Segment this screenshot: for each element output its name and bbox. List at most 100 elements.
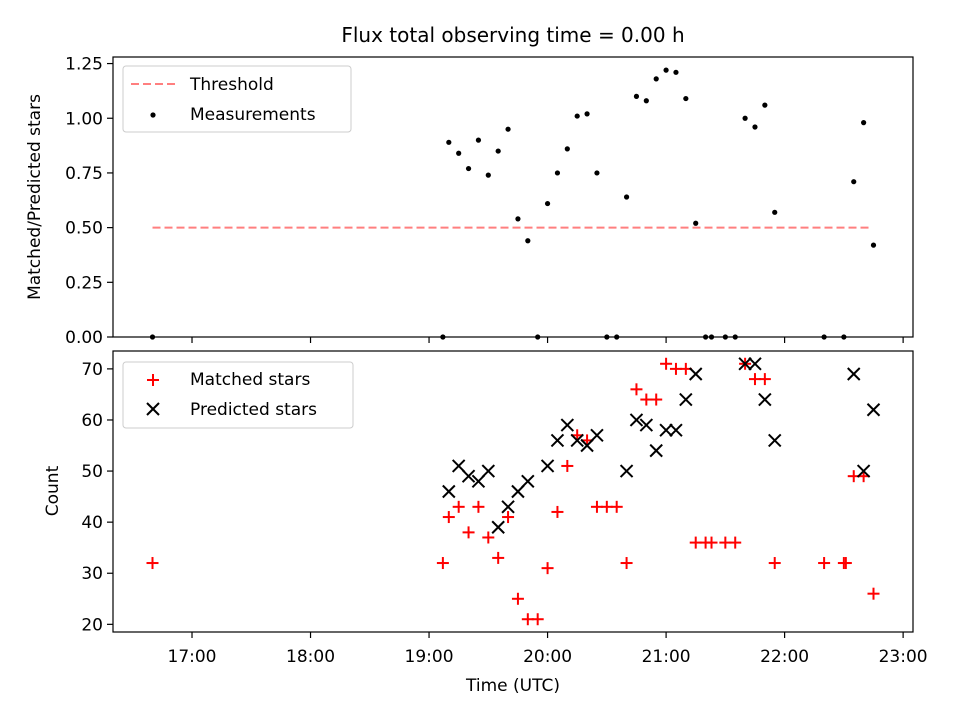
predicted-star-point <box>738 357 752 371</box>
matched-star-point <box>561 459 574 472</box>
matched-star-point <box>867 587 880 600</box>
matched-star-point <box>610 500 623 513</box>
x-tick-label: 18:00 <box>286 647 335 667</box>
measurement-point <box>594 170 600 176</box>
measurement-point <box>633 93 640 99</box>
matched-star-point <box>502 511 515 524</box>
measurement-point <box>544 200 551 207</box>
measurement-point <box>623 194 630 200</box>
bottom-panel: 20 30 40 50 60 70 17:00 18:00 19:00 20:00 21:00 22… <box>43 350 928 696</box>
top-axes-frame <box>112 56 914 338</box>
measurement-point <box>495 148 501 154</box>
predicted-star-point <box>521 474 535 488</box>
top-y-tick-label: 1.00 <box>65 109 103 129</box>
predicted-star-point <box>580 438 594 453</box>
predicted-star-point <box>560 418 575 432</box>
x-tick-label: 19:00 <box>405 647 454 667</box>
bottom-legend[interactable]: Matched stars Predicted stars <box>122 361 354 429</box>
top-y-tick-label: 1.25 <box>65 55 103 75</box>
predicted-star-point <box>866 403 881 417</box>
matched-star-point <box>492 551 505 564</box>
measurement-point <box>693 220 699 226</box>
measurement-point <box>762 102 768 108</box>
top-y-tick-label: 0.00 <box>65 328 103 348</box>
measurement-point <box>752 124 758 130</box>
predicted-star-point <box>768 433 782 448</box>
predicted-star-point <box>649 443 663 458</box>
measurement-point <box>485 172 491 178</box>
x-tick-label: 22:00 <box>760 647 809 667</box>
predicted-star-point <box>442 484 456 499</box>
predicted-star-point <box>689 367 703 381</box>
top-y-axis: 0.00 0.25 0.50 0.75 1.00 1.25 <box>65 55 113 348</box>
measurement-point <box>653 76 659 82</box>
measurement-point <box>554 170 561 176</box>
measurement-point <box>446 139 452 145</box>
predicted-star-point <box>669 423 683 437</box>
top-panel: 0.00 0.25 0.50 0.75 1.00 1.25 Matched/Predict… <box>25 55 914 348</box>
matched-star-point <box>660 357 673 370</box>
predicted-star-point <box>550 433 565 448</box>
predicted-star-point <box>570 433 584 448</box>
predicted-star-point <box>491 520 505 534</box>
predicted-star-point <box>758 392 772 407</box>
bottom-y-tick-label: 30 <box>81 564 103 584</box>
top-legend-frame <box>122 65 352 133</box>
matched-star-point <box>705 536 718 549</box>
matched-star-point <box>620 557 633 570</box>
measurement-point <box>673 69 679 75</box>
bottom-y-tick-label: 50 <box>81 462 103 482</box>
measurement-point <box>505 126 511 132</box>
matched-star-point <box>768 557 781 570</box>
x-tick-label: 21:00 <box>642 647 691 667</box>
legend-predicted-swatch <box>146 402 160 416</box>
bottom-y-tick-label: 60 <box>81 411 103 431</box>
top-y-tick-label: 0.75 <box>65 164 103 184</box>
x-tick-label: 23:00 <box>879 647 928 667</box>
x-tick-label: 20:00 <box>523 647 572 667</box>
predicted-star-point <box>511 484 525 499</box>
bottom-y-axis: 20 30 40 50 60 70 <box>81 360 113 635</box>
matched-star-point <box>472 500 485 513</box>
top-legend[interactable]: Threshold Measurements <box>122 65 352 133</box>
measurement-point <box>683 95 689 102</box>
matched-star-point <box>482 531 495 544</box>
predicted-star-point <box>481 464 496 478</box>
matched-star-point <box>541 562 554 575</box>
predicted-star-point <box>639 418 654 432</box>
matched-star-point <box>551 505 564 518</box>
legend-threshold-label: Threshold <box>189 75 274 95</box>
predicted-star-point <box>540 459 555 473</box>
matched-star-point <box>818 557 831 570</box>
legend-matched-swatch <box>147 374 159 386</box>
predicted-star-point <box>501 500 515 514</box>
top-y-tick-label: 0.25 <box>65 273 103 293</box>
measurement-point <box>861 120 867 126</box>
legend-predicted-label: Predicted stars <box>190 400 317 420</box>
measurement-point <box>515 216 521 222</box>
measurement-point <box>475 137 482 143</box>
measurement-point <box>851 179 857 185</box>
measurement-point <box>574 113 580 119</box>
matched-star-point <box>729 536 742 549</box>
top-x-axis <box>191 337 904 343</box>
measurement-point <box>742 115 748 121</box>
matched-star-point <box>650 393 663 406</box>
measurement-point <box>456 150 462 156</box>
predicted-star-point <box>847 367 861 381</box>
predicted-star-point <box>619 464 634 478</box>
bottom-y-tick-label: 20 <box>81 615 103 635</box>
bottom-legend-frame <box>122 361 354 429</box>
predicted-star-point <box>629 413 644 427</box>
matched-star-point <box>452 500 465 513</box>
bottom-x-axis: 17:00 18:00 19:00 20:00 21:00 22:00 23:00 <box>168 632 928 667</box>
predicted-star-point <box>471 474 486 488</box>
matched-star-point <box>758 373 771 386</box>
measurement-point <box>525 238 531 244</box>
chart-title: Flux total observing time = 0.00 h <box>341 23 684 47</box>
matched-star-point <box>436 557 449 570</box>
predicted-star-point <box>748 357 762 371</box>
predicted-star-point <box>461 469 476 483</box>
matched-star-point <box>630 383 643 396</box>
